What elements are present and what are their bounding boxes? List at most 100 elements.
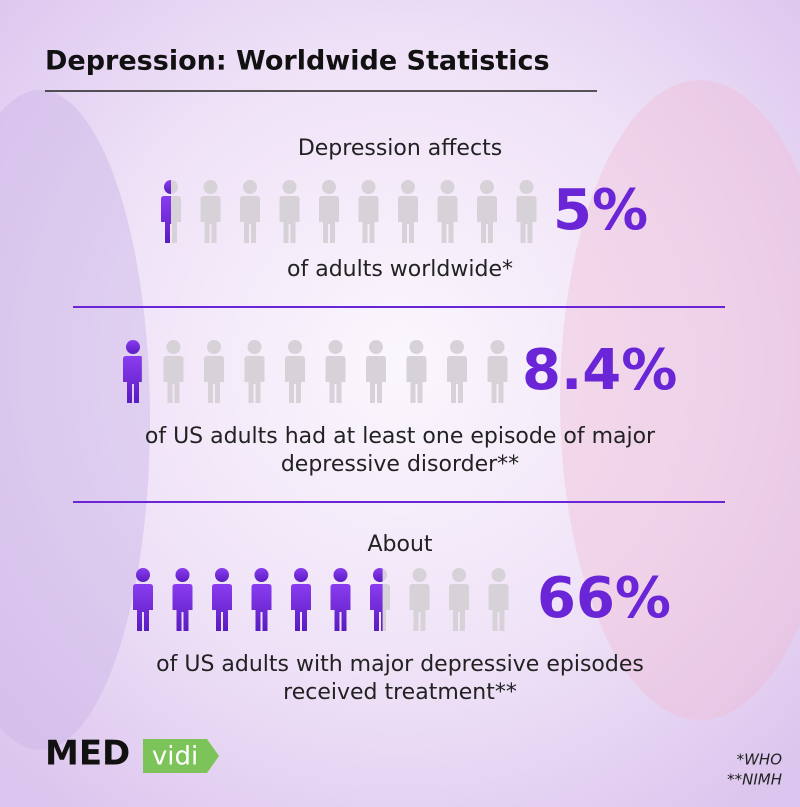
icon xyxy=(204,340,224,403)
icon-body xyxy=(516,196,537,243)
icon xyxy=(325,340,346,403)
icon-head xyxy=(409,340,424,354)
icon xyxy=(244,340,265,403)
background-figure xyxy=(0,90,150,750)
icon-head xyxy=(452,568,466,582)
icon-body xyxy=(437,196,458,243)
icon-head xyxy=(282,180,297,194)
icon-head xyxy=(254,568,269,582)
icon xyxy=(279,180,300,243)
icon-body xyxy=(398,196,418,243)
icon-body xyxy=(285,356,305,403)
logo-tag xyxy=(143,739,219,773)
icon-body xyxy=(366,356,386,403)
icon-fill xyxy=(291,568,311,631)
background-figure xyxy=(560,80,800,720)
icon xyxy=(437,180,458,243)
icon-fill xyxy=(370,568,383,631)
footnote: **NIMH xyxy=(727,771,782,789)
icon-body xyxy=(330,584,351,631)
icon-head xyxy=(480,180,494,194)
icon-fill xyxy=(123,340,142,403)
icon-head xyxy=(333,568,348,582)
icon xyxy=(449,568,469,631)
icon-head xyxy=(136,568,150,582)
icon-head xyxy=(322,180,336,194)
section-intro: Depression affects xyxy=(298,136,502,161)
icon xyxy=(447,340,467,403)
section-description: of adults worldwide* xyxy=(287,257,513,282)
logo-tag-text: vidi xyxy=(152,742,198,772)
logo-bold: MED xyxy=(45,734,130,774)
icon-body xyxy=(133,584,153,631)
icon-body xyxy=(200,196,221,243)
icon-body xyxy=(370,584,383,631)
footnote: *WHO xyxy=(737,751,783,769)
section-description: of US adults with major depressive episo… xyxy=(156,652,644,677)
icon-head xyxy=(166,340,181,354)
icon xyxy=(488,568,509,631)
icon-body xyxy=(163,356,184,403)
icon xyxy=(358,180,379,243)
icon-head xyxy=(215,568,229,582)
stat-value: 66% xyxy=(537,566,671,631)
icon-body xyxy=(279,196,300,243)
icon-fill xyxy=(172,568,193,631)
icon-body xyxy=(358,196,379,243)
icon-body xyxy=(487,356,508,403)
icon-fill xyxy=(133,568,153,631)
stat-value: 8.4% xyxy=(522,338,677,403)
icon-body xyxy=(449,584,469,631)
icon-body xyxy=(325,356,346,403)
icon-body xyxy=(172,584,193,631)
icon-head xyxy=(328,340,343,354)
icon-body xyxy=(406,356,427,403)
section-description: received treatment** xyxy=(283,680,517,705)
icon-head xyxy=(175,568,190,582)
icon-head xyxy=(294,568,308,582)
icon-head xyxy=(288,340,302,354)
icon xyxy=(398,180,418,243)
icon-head xyxy=(440,180,455,194)
icon-fill xyxy=(330,568,351,631)
icon-body xyxy=(319,196,339,243)
icon-head xyxy=(361,180,376,194)
icon-head xyxy=(401,180,415,194)
icon-body xyxy=(447,356,467,403)
icon-head xyxy=(373,568,383,582)
icon xyxy=(366,340,386,403)
icon-body xyxy=(204,356,224,403)
icon xyxy=(487,340,508,403)
icon-head xyxy=(519,180,534,194)
icon-head xyxy=(207,340,221,354)
icon-body xyxy=(251,584,272,631)
icon-body xyxy=(488,584,509,631)
icon-head xyxy=(243,180,257,194)
icon xyxy=(200,180,221,243)
icon-head xyxy=(369,340,383,354)
section-description: of US adults had at least one episode of… xyxy=(145,424,656,449)
icon-body xyxy=(409,584,430,631)
icon-head xyxy=(491,568,506,582)
icon-body xyxy=(161,196,171,243)
icon-head xyxy=(247,340,262,354)
icon-head xyxy=(450,340,464,354)
section-description: depressive disorder** xyxy=(281,452,519,477)
icon-fill xyxy=(161,180,171,243)
section-intro: About xyxy=(367,532,432,557)
icon-head xyxy=(203,180,218,194)
icon-body xyxy=(244,356,265,403)
icon xyxy=(163,340,184,403)
icon xyxy=(406,340,427,403)
icon-body xyxy=(212,584,232,631)
title: Depression: Worldwide Statistics xyxy=(45,46,550,77)
stat-value: 5% xyxy=(553,178,648,243)
icon xyxy=(409,568,430,631)
icon-body xyxy=(291,584,311,631)
icon-fill xyxy=(212,568,232,631)
icon-body xyxy=(477,196,497,243)
icon xyxy=(285,340,305,403)
icon xyxy=(516,180,537,243)
